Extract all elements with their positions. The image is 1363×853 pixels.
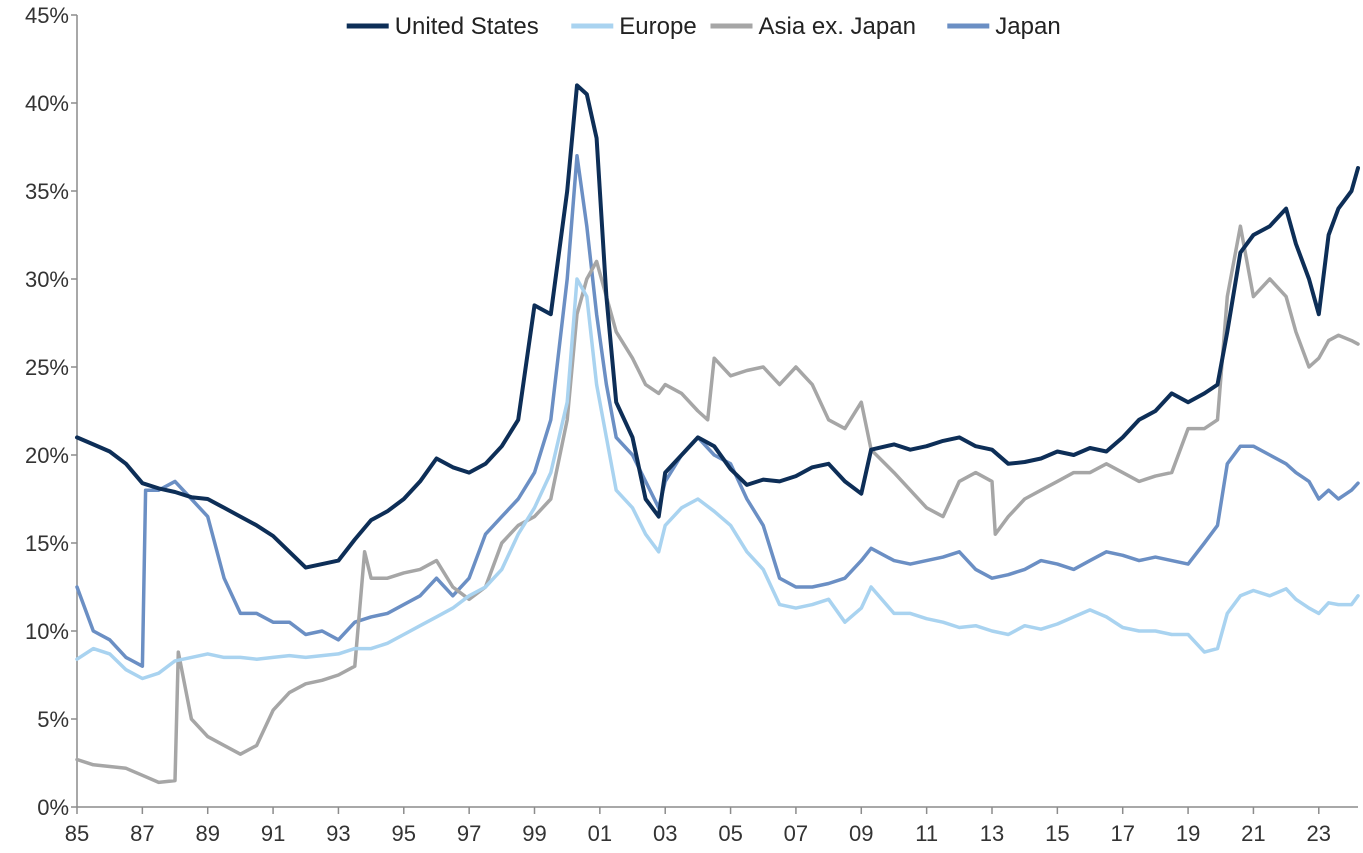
series-line-asia-ex-japan [75, 224, 1360, 785]
y-tick-label: 15% [25, 531, 69, 556]
y-tick-label: 40% [25, 91, 69, 116]
legend-label-japan: Japan [995, 13, 1060, 40]
y-tick-label: 25% [25, 355, 69, 380]
y-tick-label: 5% [37, 707, 69, 732]
x-tick-label: 95 [392, 821, 416, 846]
x-tick-label: 99 [522, 821, 546, 846]
x-tick-label: 05 [718, 821, 742, 846]
x-tick-label: 03 [653, 821, 677, 846]
series-line-europe [75, 277, 1360, 681]
y-tick-label: 0% [37, 795, 69, 820]
series-line-united-states [75, 83, 1360, 570]
y-tick-label: 45% [25, 3, 69, 28]
series-lines [75, 83, 1360, 785]
x-tick-label: 11 [915, 821, 938, 846]
x-tick-label: 01 [588, 821, 612, 846]
legend: United States Europe Asia ex. Japan Japan [346, 13, 1061, 40]
x-tick-label: 13 [980, 821, 1004, 846]
x-tick-label: 91 [261, 821, 285, 846]
x-tick-label: 89 [195, 821, 219, 846]
x-tick-label: 17 [1110, 821, 1134, 846]
legend-label-asia-ex-japan: Asia ex. Japan [759, 13, 916, 40]
x-tick-label: 09 [849, 821, 873, 846]
x-tick-label: 93 [326, 821, 350, 846]
series-line-japan [75, 154, 1360, 668]
x-tick-label: 23 [1307, 821, 1331, 846]
y-tick-label: 20% [25, 443, 69, 468]
legend-label-europe: Europe [619, 13, 696, 40]
x-tick-label: 07 [784, 821, 808, 846]
x-tick-label: 87 [130, 821, 154, 846]
x-tick-label: 97 [457, 821, 481, 846]
y-tick-label: 35% [25, 179, 69, 204]
y-tick-label: 30% [25, 267, 69, 292]
x-tick-label: 19 [1176, 821, 1200, 846]
x-tick-label: 21 [1241, 821, 1265, 846]
legend-label-united-states: United States [395, 13, 539, 40]
x-tick-label: 85 [65, 821, 89, 846]
y-tick-label: 10% [25, 619, 69, 644]
axes: 0% 5% 10% 15% 20% 25% 30% 35% 40% 45% 85 87 89 91 93 95… [25, 3, 1358, 846]
x-tick-label: 15 [1045, 821, 1069, 846]
